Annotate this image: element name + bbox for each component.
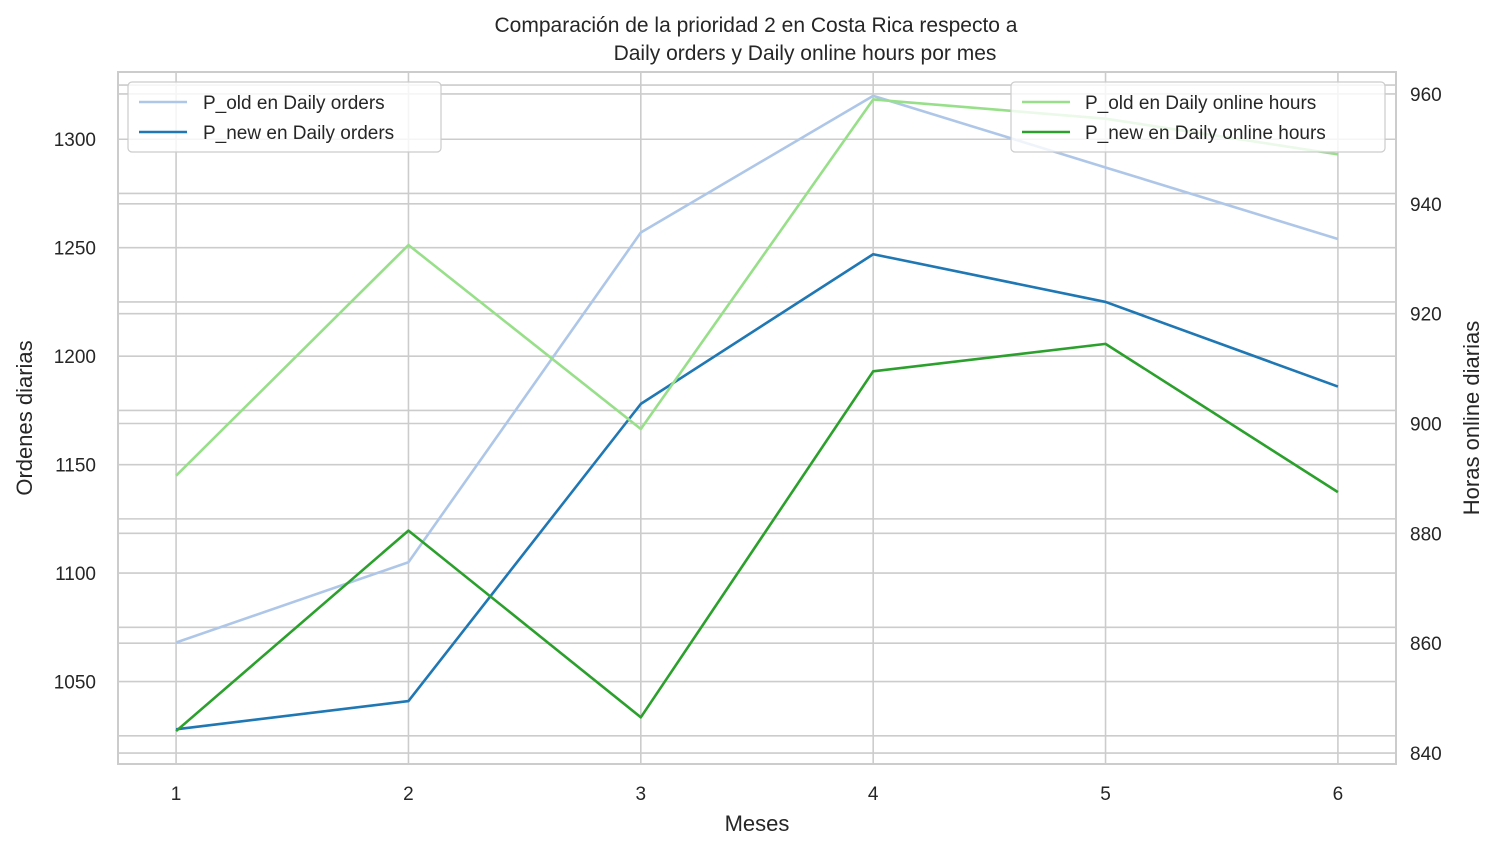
- left-legend: P_old en Daily orders P_new en Daily ord…: [127, 81, 442, 153]
- right-legend: P_old en Daily online hours P_new en Dai…: [1010, 81, 1386, 153]
- legend-label-p-new-daily-online-hours: P_new en Daily online hours: [1085, 123, 1326, 144]
- right-y-tick-label: 940: [1410, 195, 1442, 216]
- right-y-axis-ticks: 840 860 880 900 920 940 960: [1410, 85, 1442, 765]
- series-line-p-new-en-daily-online-hours: [175, 342, 1339, 733]
- left-y-tick-label: 1100: [55, 564, 96, 585]
- right-y-tick-label: 840: [1410, 744, 1442, 765]
- legend-label-p-old-daily-online-hours: P_old en Daily online hours: [1085, 93, 1316, 114]
- series-line-p-new-en-daily-orders: [175, 252, 1339, 731]
- right-y-tick-label: 960: [1410, 85, 1442, 106]
- series-line-p-old-en-daily-online-hours: [175, 98, 1339, 477]
- right-y-tick-label: 920: [1410, 305, 1442, 326]
- right-legend-box: [1010, 81, 1386, 153]
- left-y-tick-label: 1300: [54, 130, 96, 151]
- x-tick-label: 3: [636, 784, 647, 805]
- x-tick-label: 4: [868, 784, 879, 805]
- left-y-tick-label: 1050: [54, 673, 96, 694]
- right-y-tick-label: 900: [1410, 414, 1442, 435]
- left-y-axis-label: Ordenes diarias: [12, 340, 37, 495]
- legend-label-p-new-daily-orders: P_new en Daily orders: [203, 123, 394, 144]
- series-line-p-old-en-daily-orders: [175, 94, 1339, 644]
- series-lines: [175, 94, 1339, 733]
- left-y-tick-label: 1200: [54, 347, 96, 368]
- x-tick-label: 6: [1333, 784, 1344, 805]
- chart-title-line-1: Comparación de la prioridad 2 en Costa R…: [495, 14, 1018, 37]
- right-y-tick-label: 880: [1410, 524, 1442, 545]
- grid-lines: [118, 72, 1396, 764]
- x-tick-label: 5: [1100, 784, 1111, 805]
- x-tick-label: 2: [403, 784, 414, 805]
- x-axis-ticks: 1 2 3 4 5 6: [171, 784, 1343, 805]
- left-legend-box: [127, 81, 442, 153]
- left-y-tick-label: 1150: [55, 456, 96, 477]
- x-tick-label: 1: [171, 784, 182, 805]
- right-y-tick-label: 860: [1410, 634, 1442, 655]
- chart-title-line-2: Daily orders y Daily online hours por me…: [614, 42, 997, 65]
- plot-frame: [117, 71, 1397, 765]
- legend-label-p-old-daily-orders: P_old en Daily orders: [203, 93, 385, 114]
- x-axis-label: Meses: [725, 811, 790, 836]
- right-y-axis-label: Horas online diarias: [1459, 321, 1484, 515]
- left-y-axis-ticks: 1050 1100 1150 1200 1250 1300: [54, 130, 96, 693]
- left-y-tick-label: 1250: [54, 239, 96, 260]
